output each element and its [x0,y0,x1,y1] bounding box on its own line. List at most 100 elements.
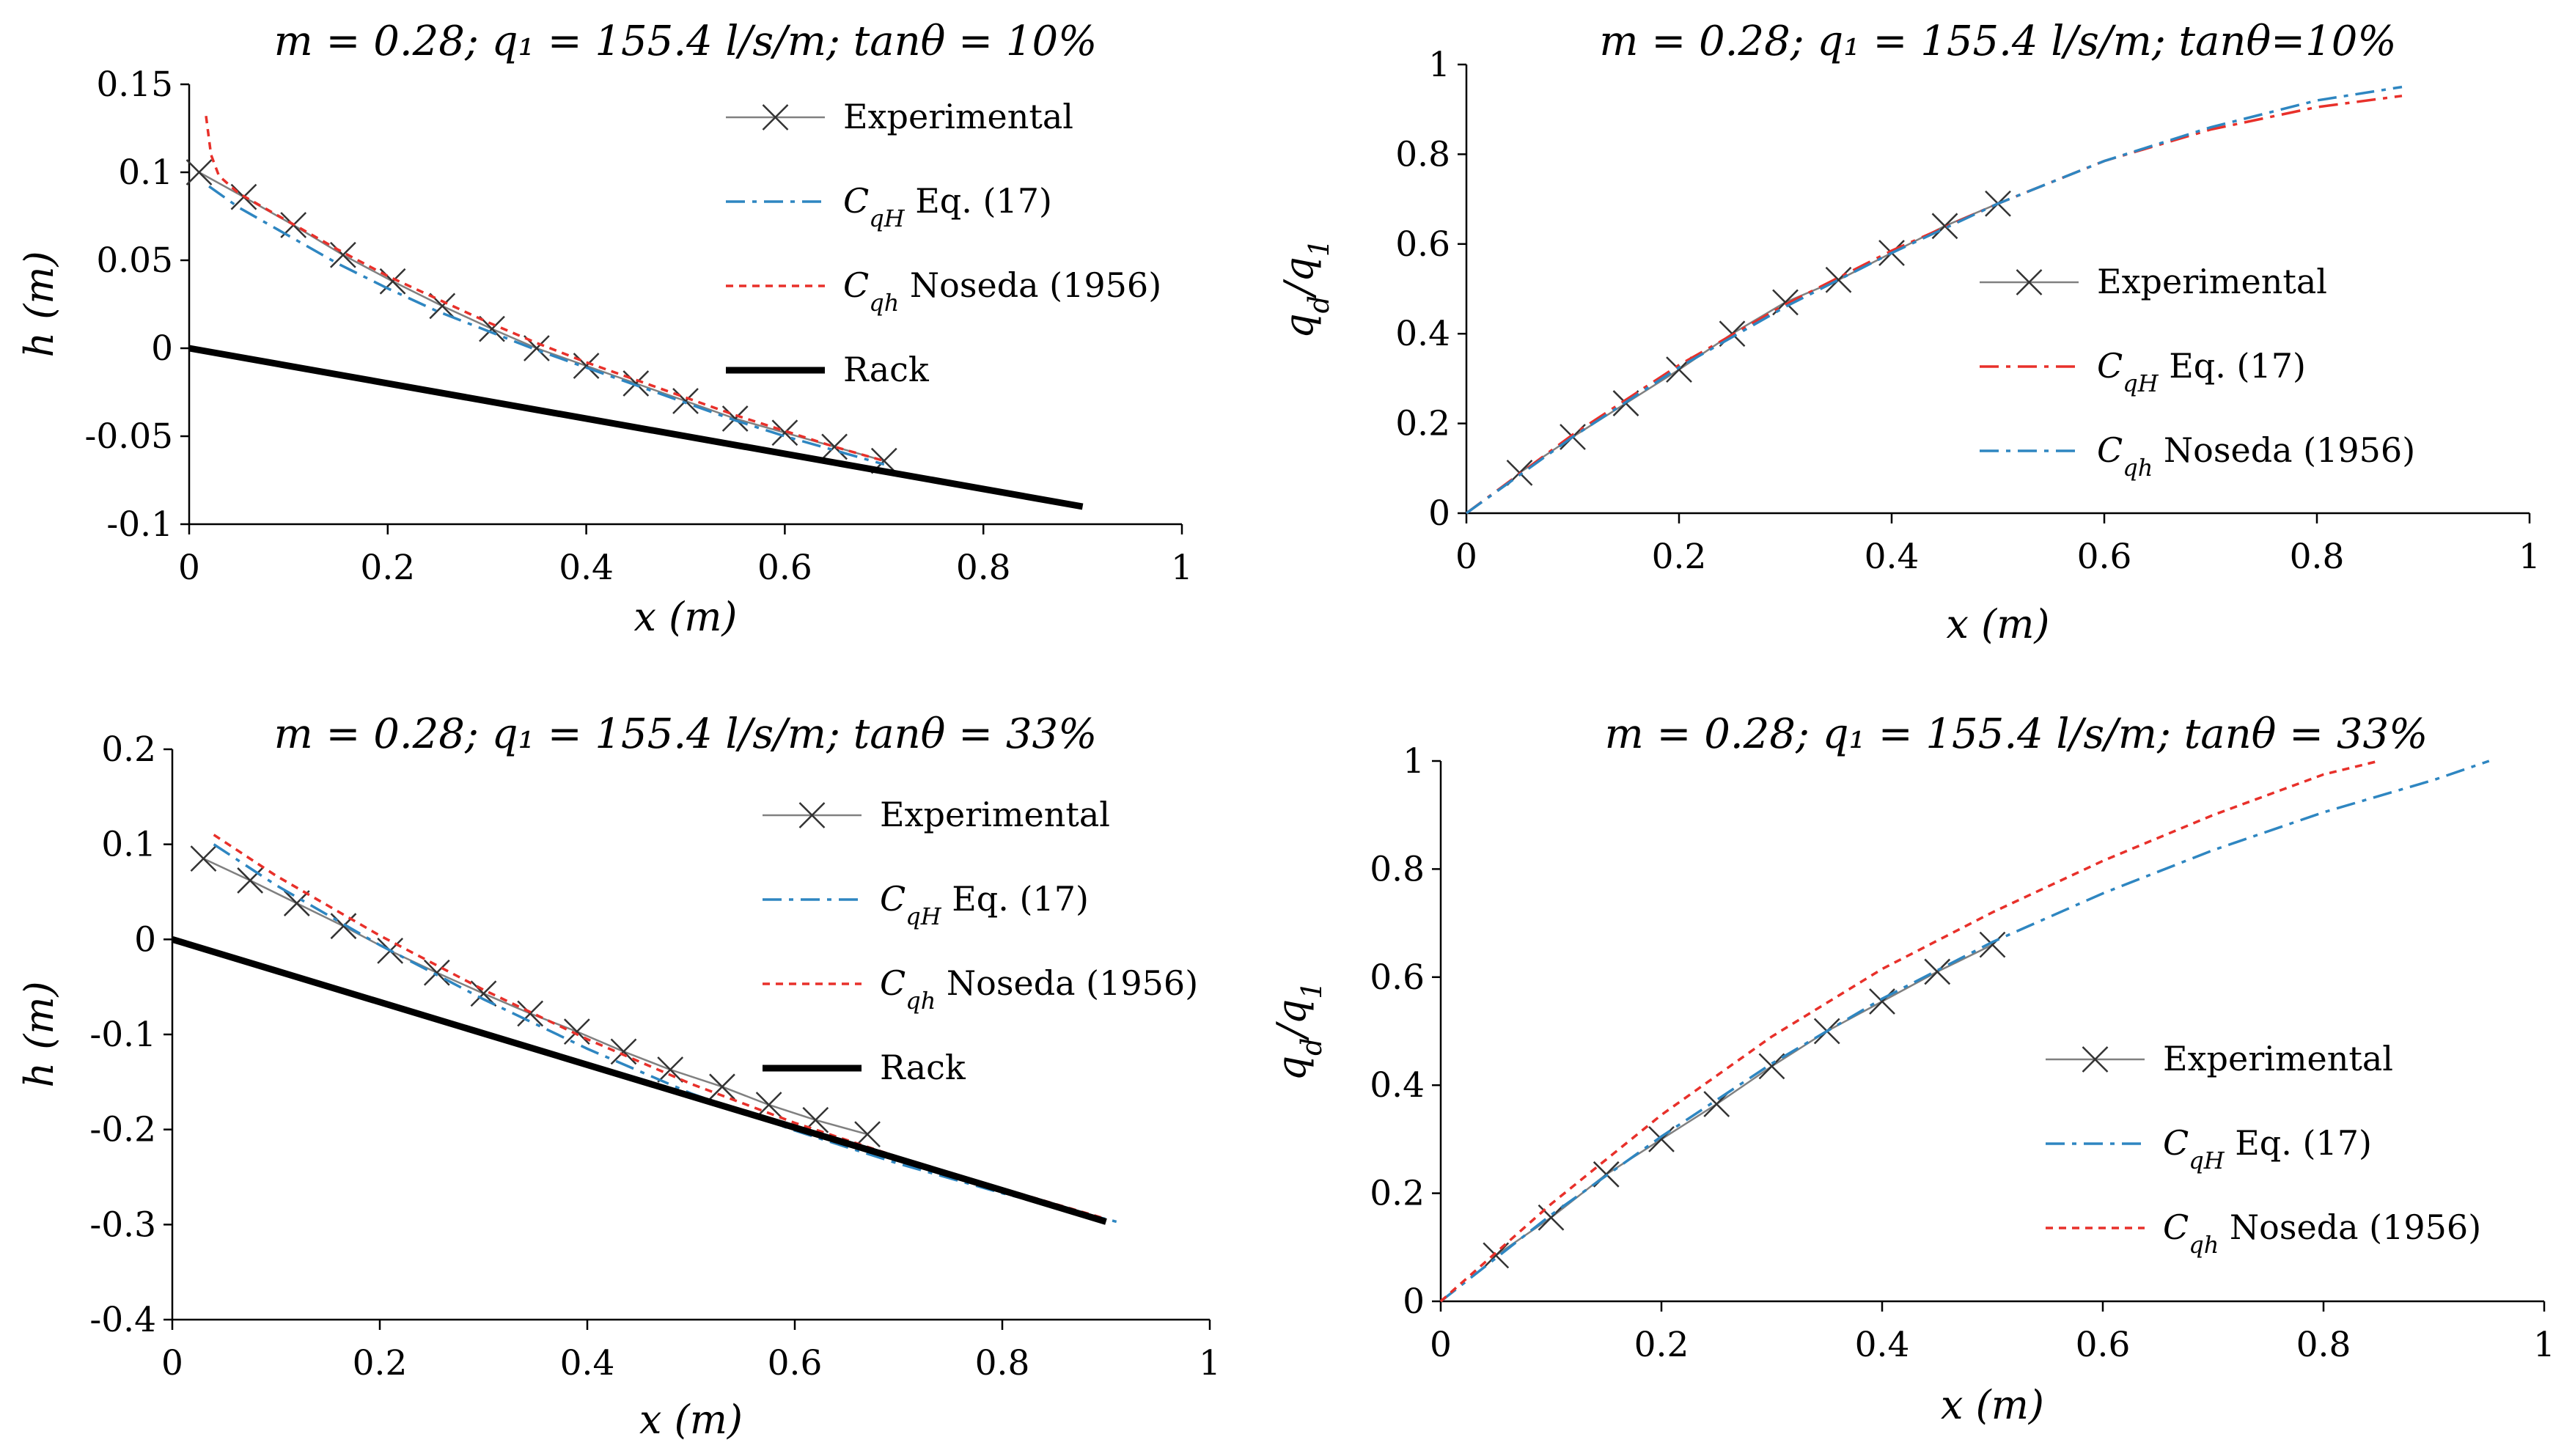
data-point-marker [709,1073,735,1100]
series-cqh-noseda-1956 [1465,85,2403,515]
legend-label: Cqh Noseda (1956) [843,265,1161,317]
x-tick-label: 0 [161,1343,183,1383]
y-tick-label: 0.1 [118,152,173,193]
legend-marker [798,802,826,828]
data-point-marker [1538,1204,1565,1231]
series-cqh-eq-17 [1439,760,2490,1303]
y-tick-label: 1 [1403,741,1425,782]
legend-label: Rack [843,350,930,389]
y-tick-label: 0.2 [1370,1174,1425,1214]
legend-label: Experimental [2163,1039,2393,1078]
chart-panel-2: 0 0.2 0.4 0.6 0.8 1 0 0.2 0.4 0.6 0.8 1 m = 0.28; q₁… [1276,18,2541,647]
series-cqh-eq-17 [1465,95,2403,515]
y-tick-label: 0.6 [1395,224,1450,265]
data-point-marker [622,370,650,397]
data-point-marker [563,1018,590,1045]
y-tick-label: 0.2 [1395,404,1450,444]
data-point-marker [1648,1126,1675,1152]
x-axis-label: x (m) [1941,1382,2044,1428]
x-tick-label: 0.6 [768,1343,823,1383]
x-tick-label: 0 [1455,537,1477,577]
x-tick-label: 1 [1199,1343,1221,1383]
legend-marker [2082,1046,2109,1073]
data-point-marker [1869,988,1895,1015]
data-point-marker [283,890,310,916]
y-tick-label: 0.4 [1370,1065,1425,1106]
series-cqh-noseda-1956 [213,834,1106,1221]
x-tick-label: 0 [1430,1325,1452,1365]
series-experimental [1518,202,1999,474]
y-tick-label: 0 [1403,1282,1425,1322]
legend: Experimental CqH Eq. (17) Cqh Noseda (1956… [763,795,1198,1087]
x-tick-label: 0 [178,548,200,588]
y-tick-label: -0.05 [84,416,173,457]
x-tick-label: 0.6 [2076,1325,2131,1365]
y-tick-label: 0.05 [96,240,173,281]
legend-label: Cqh Noseda (1956) [2163,1207,2481,1259]
data-point-marker [329,241,356,268]
data-point-marker [330,913,357,940]
y-axis-label: qd/q1 [1276,239,1335,339]
x-tick-label: 0.4 [1855,1325,1910,1365]
y-tick-label: 1 [1428,45,1450,85]
data-point-marker [755,1092,782,1118]
y-tick-label: -0.2 [89,1110,156,1150]
x-tick-label: 0.4 [560,1343,615,1383]
data-point-marker [672,388,699,414]
data-point-marker [573,353,600,379]
legend-label: Rack [880,1048,966,1087]
legend-label: Cqh Noseda (1956) [880,963,1198,1015]
x-tick-label: 0.8 [956,548,1011,588]
y-tick-label: 0 [134,919,156,960]
data-point-marker [479,315,505,342]
legend: Experimental CqH Eq. (17) Cqh Noseda (1956… [2046,1039,2481,1259]
chart-title: m = 0.28; q₁ = 155.4 l/s/m; tanθ=10% [1599,18,2396,65]
y-tick-label: 0.8 [1395,134,1450,174]
data-point-marker [1931,213,1958,240]
data-point-marker [1758,1053,1785,1080]
y-tick-label: 0.15 [96,65,173,105]
y-tick-label: -0.1 [89,1015,156,1055]
legend-label: CqH Eq. (17) [2163,1123,2372,1174]
data-point-marker [771,419,798,446]
x-tick-label: 0.2 [360,548,415,588]
legend-label: Experimental [880,795,1110,834]
y-axis-label: h (m) [16,981,62,1087]
series-rack [171,935,1107,1225]
data-point-marker [721,405,749,432]
legend-label: CqH Eq. (17) [880,879,1089,930]
x-tick-label: 0.2 [353,1343,408,1383]
chart-title: m = 0.28; q₁ = 155.4 l/s/m; tanθ = 33% [1605,710,2428,758]
x-tick-label: 0.4 [1865,537,1920,577]
x-tick-label: 0.2 [1634,1325,1689,1365]
series-cqh-eq-17 [213,843,1117,1224]
y-tick-label: 0.1 [101,825,156,865]
legend-label: CqH Eq. (17) [2097,346,2306,397]
y-tick-label: -0.4 [89,1300,156,1340]
y-tick-label: -0.3 [89,1205,156,1245]
x-tick-label: 0.8 [2290,537,2345,577]
y-tick-label: 0 [151,328,173,369]
series-cqh-noseda-1956 [1439,760,2379,1303]
chart-panel-1: -0.1 -0.05 0 0.05 0.1 0.15 0 0.2 0.4 0.6 0.8 1 m = 0… [16,18,1193,640]
legend-label: Cqh Noseda (1956) [2097,430,2415,482]
legend: Experimental CqH Eq. (17) Cqh Noseda (1956… [1980,262,2415,482]
chart-panel-3: -0.4 -0.3 -0.2 -0.1 0 0.1 0.2 0 0.2 0.4 0.6 0.8 1 m =… [16,710,1221,1443]
x-tick-label: 1 [2533,1325,2555,1365]
data-point-marker [1483,1242,1510,1269]
chart-title: m = 0.28; q₁ = 155.4 l/s/m; tanθ = 10% [274,18,1098,65]
x-axis-label: x (m) [1947,601,2050,647]
legend-marker [2016,269,2043,295]
series-experimental [1495,944,1994,1257]
data-point-marker [610,1038,637,1065]
data-point-marker [657,1056,684,1083]
x-tick-label: 0.6 [757,548,812,588]
data-point-marker [237,867,264,894]
data-point-marker [185,159,213,185]
legend-label: Experimental [2097,262,2327,301]
x-tick-label: 0.6 [2077,537,2132,577]
data-point-marker [1825,266,1852,293]
data-point-marker [854,1121,881,1148]
x-tick-label: 0.4 [559,548,614,588]
